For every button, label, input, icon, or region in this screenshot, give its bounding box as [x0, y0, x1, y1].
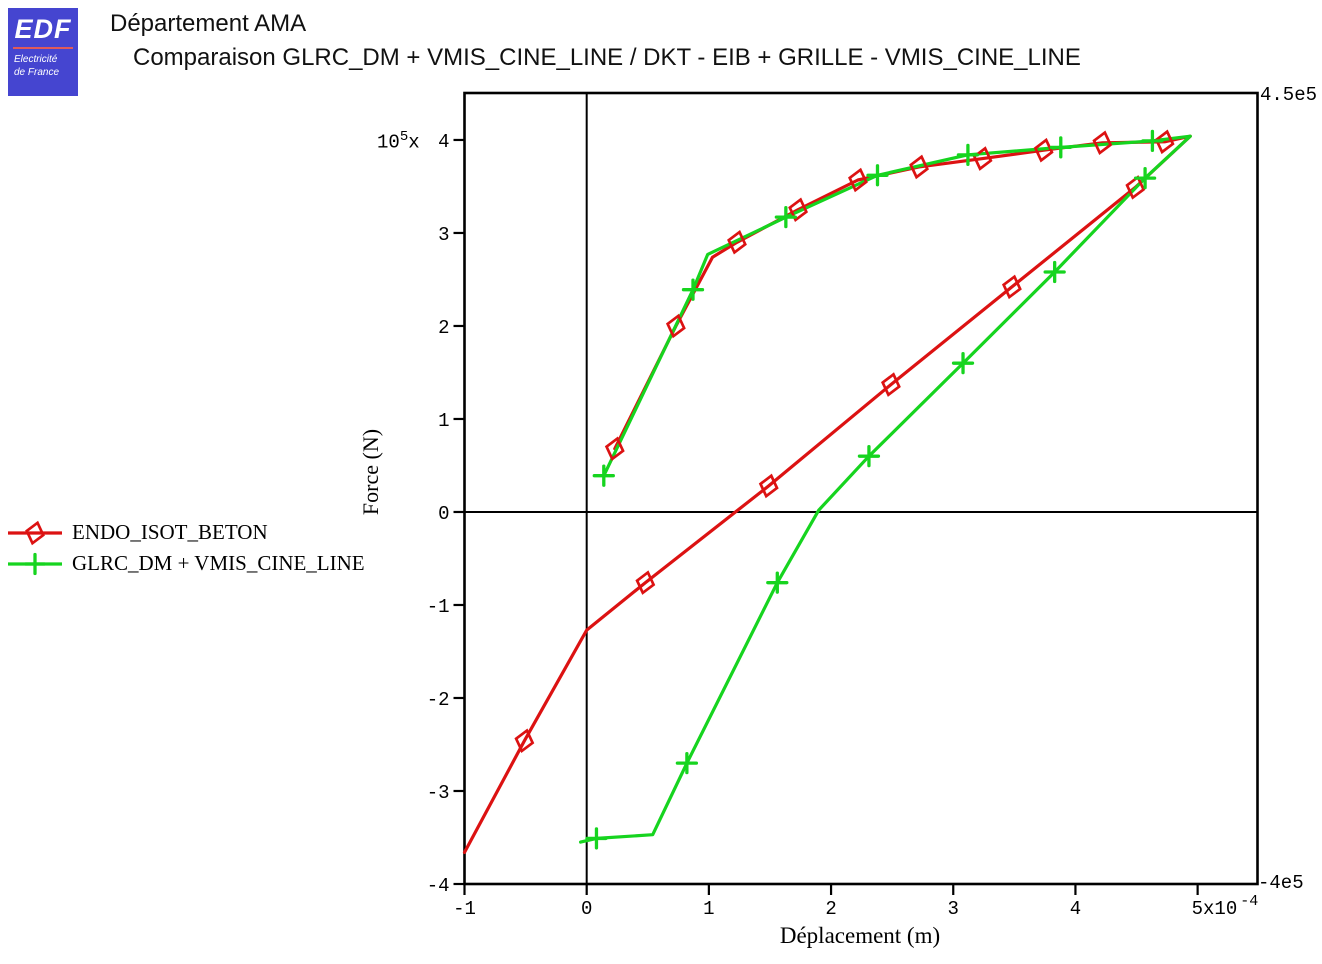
diamond-marker-icon [635, 570, 656, 595]
diamond-marker-icon [848, 167, 868, 193]
plus-marker-icon [1049, 136, 1072, 159]
diamond-marker-icon [909, 154, 929, 180]
diamond-marker-icon [1154, 129, 1175, 155]
diamond-marker-icon [788, 197, 809, 222]
diamond-marker-icon [1092, 130, 1113, 156]
plus-marker-icon [857, 445, 881, 468]
y-tick-label: -2 [427, 689, 450, 711]
y-power-suffix: x [408, 131, 420, 154]
diamond-marker-icon [881, 372, 901, 397]
diamond-marker-icon [665, 313, 686, 339]
edf-logo: EDF Electricité de France [8, 8, 78, 96]
diamond-marker-icon [1125, 175, 1146, 200]
y-tick-label: 0 [438, 503, 449, 525]
plus-marker-icon [23, 552, 47, 575]
x-tick-label: 2 [825, 898, 836, 920]
y-tick-label: -3 [427, 782, 450, 804]
x-tick-label: 4 [1070, 898, 1081, 920]
y-tick-label: -1 [427, 596, 450, 618]
chart-title: Comparaison GLRC_DM + VMIS_CINE_LINE / D… [133, 44, 1081, 71]
x-tick-label: 3 [948, 898, 959, 920]
y-tick-label: 3 [438, 224, 449, 246]
green-line-plus-icon [8, 552, 62, 575]
plus-marker-icon [866, 164, 889, 187]
legend: ENDO_ISOT_BETON GLRC_DM + VMIS_CINE_LINE [6, 517, 365, 579]
plus-marker-icon [1141, 129, 1164, 153]
legend-label: GLRC_DM + VMIS_CINE_LINE [72, 551, 365, 575]
plus-marker-icon [585, 827, 608, 850]
y-tick-label: 2 [438, 317, 449, 339]
legend-label: ENDO_ISOT_BETON [72, 520, 268, 544]
legend-item-glrc-dm: GLRC_DM + VMIS_CINE_LINE [6, 548, 365, 579]
plus-marker-icon [681, 278, 705, 301]
edf-logo-stripe [13, 47, 73, 49]
series-line-1 [579, 134, 1192, 844]
x-tick-label: 1 [703, 898, 714, 920]
y-max-corner-label: 4.5e5 [1260, 84, 1318, 106]
plus-marker-icon [951, 352, 975, 375]
plus-marker-icon [675, 751, 699, 775]
edf-logo-subtitle-2: de France [14, 66, 60, 78]
x-tick-label: -1 [453, 898, 476, 920]
y-power-exponent: 5 [399, 129, 409, 145]
plot-frame [463, 91, 1259, 886]
plus-marker-icon [766, 571, 789, 594]
diamond-marker-icon [758, 473, 779, 499]
x-tick-label: 0 [581, 898, 592, 920]
diamond-marker-icon [1001, 274, 1022, 300]
x-tick-label: 5x10 -4 [1192, 893, 1259, 920]
y-min-corner-label: -4e5 [1258, 872, 1304, 894]
plus-marker-icon [774, 206, 798, 229]
legend-item-endo-isot-beton: ENDO_ISOT_BETON [6, 517, 365, 548]
y-power-mantissa: 10 [377, 131, 400, 154]
edf-logo-subtitle-1: Electricité [14, 54, 58, 65]
plus-marker-icon [592, 464, 615, 487]
x-axis-title: Déplacement (m) [779, 923, 941, 948]
diamond-marker-icon [727, 230, 747, 255]
department-title: Département AMA [110, 10, 307, 37]
y-axis-title: Force (N) [358, 428, 383, 516]
diamond-marker-icon [25, 520, 45, 545]
y-tick-label: 4 [438, 131, 449, 153]
diamond-marker-icon [604, 436, 625, 462]
diamond-marker-icon [514, 728, 535, 754]
y-tick-label: 1 [438, 410, 449, 432]
red-line-diamond-icon [8, 520, 62, 545]
plus-marker-icon [1043, 260, 1066, 284]
edf-logo-text: EDF [14, 14, 72, 44]
plus-marker-icon [956, 143, 980, 166]
y-tick-label: -4 [427, 875, 450, 897]
plus-marker-icon [1133, 166, 1157, 190]
y-axis-power-label: 105x [377, 129, 420, 153]
